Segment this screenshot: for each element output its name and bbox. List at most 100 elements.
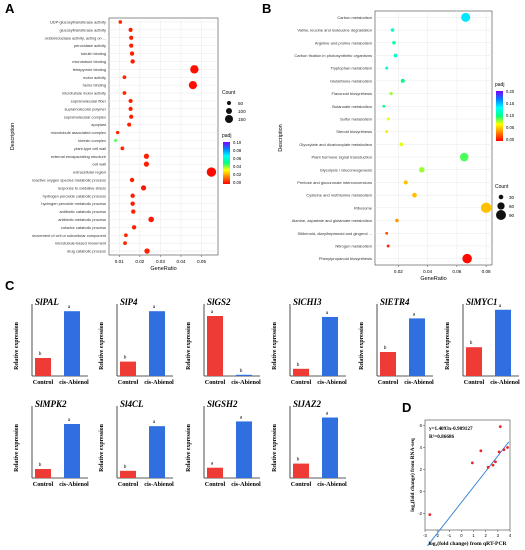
y-tick-label: 2	[420, 467, 423, 472]
data-point	[382, 104, 386, 108]
category-label: glucosyltransferase activity	[60, 27, 107, 32]
significance-letter: b	[297, 457, 300, 463]
category-label: heme binding	[83, 83, 106, 88]
category-label: microtubule binding	[72, 59, 106, 64]
category-label: reactive oxygen species metabolic proces…	[32, 177, 106, 182]
bar	[236, 374, 252, 376]
category-label: kinesin complex	[78, 138, 106, 143]
data-point	[122, 75, 127, 80]
significance-letter: b	[470, 340, 473, 346]
x-tick-label: cis-Abienol	[231, 481, 261, 488]
bar	[322, 417, 338, 478]
gene-name: SlCHI3	[293, 297, 322, 307]
y-axis-label: Relative expression	[14, 423, 20, 471]
x-tick-label: Control	[378, 379, 399, 386]
category-label: microtubule-based movement	[55, 241, 107, 246]
x-tick-label: Control	[33, 481, 54, 488]
category-label: Ribosome	[354, 205, 373, 210]
mini-bar-chart-SlMPK2: SlMPK2 Relative expression b a Control cis-Ab…	[14, 399, 89, 488]
bar	[149, 311, 165, 376]
bar	[322, 316, 338, 376]
data-point	[395, 218, 399, 223]
x-axis-label: GeneRatio	[420, 276, 446, 282]
significance-letter: a	[240, 414, 243, 420]
legend-padj-title: padj	[495, 82, 504, 88]
data-point	[403, 180, 408, 185]
x-tick-label: 0.08	[482, 269, 491, 274]
data-point	[392, 40, 396, 45]
data-point	[128, 106, 133, 111]
category-label: Glutathione metabolism	[330, 78, 373, 83]
data-point	[128, 98, 133, 104]
y-axis-label: Relative expression	[99, 321, 105, 369]
bar	[149, 426, 165, 478]
data-point	[385, 66, 389, 70]
mini-bar-chart-SlCHI3: SlCHI3 Relative expression b a Control cis-Ab…	[272, 297, 347, 386]
data-point	[491, 463, 495, 467]
legend-count-label: 90	[509, 213, 515, 218]
x-tick-label: cis-Abienol	[59, 379, 89, 386]
x-tick-label: 0	[460, 533, 463, 538]
mini-bar-chart-SlETR4: SlETR4 Relative expression b a Control cis-Ab…	[359, 297, 434, 386]
data-point	[127, 122, 132, 127]
data-point	[123, 241, 127, 246]
gene-name: SlMPK2	[35, 399, 67, 409]
data-point	[459, 152, 469, 162]
category-label: Glycolysis / Gluconeogenesis	[320, 167, 372, 172]
data-point	[188, 81, 198, 90]
significance-letter: b	[39, 351, 42, 357]
data-point	[412, 192, 417, 198]
data-point	[498, 425, 502, 428]
data-point	[114, 138, 118, 142]
legend-padj-title: padj	[222, 133, 231, 139]
data-point	[129, 177, 135, 183]
x-axis-label: GeneRatio	[150, 266, 176, 272]
data-point	[494, 460, 497, 464]
legend-padj-label: 0.10	[506, 113, 515, 118]
regression-equation: y=1.4093x-0.989127	[429, 426, 473, 432]
x-tick-label: 0.02	[135, 259, 144, 264]
y-axis-label: Relative expression	[186, 321, 192, 369]
category-label: movement of cell or subcellular componen…	[32, 233, 107, 238]
bar	[293, 368, 309, 376]
data-point	[148, 216, 154, 223]
significance-letter: a	[413, 311, 416, 317]
y-axis-label: Relative expression	[99, 423, 105, 471]
x-tick-label: Control	[205, 481, 226, 488]
category-label: Arginine and proline metabolism	[315, 40, 373, 45]
mini-bar-chart-SlP4: SlP4 Relative expression b a Control cis-Abie…	[99, 297, 174, 386]
data-point	[400, 78, 405, 83]
category-label: antibiotic metabolic process	[58, 217, 106, 222]
gene-name: SlGSH2	[207, 399, 238, 409]
x-tick-label: 3	[497, 533, 500, 538]
data-point	[462, 253, 472, 264]
category-label: plant-type cell wall	[74, 146, 106, 151]
category-label: supramolecular fiber	[71, 98, 107, 103]
data-point	[419, 166, 425, 173]
category-label: peroxidase activity	[74, 43, 106, 48]
bar	[380, 352, 396, 376]
category-label: hydrogen peroxide metabolic process	[41, 201, 106, 206]
y-tick-label: -2	[418, 511, 422, 516]
panel-d-correlation-plot: -3 -2 -1 0 1 2 3 4 -2 0 2 4 6 y=1.4093x-0.989127 R²=0.…	[409, 419, 512, 547]
data-point	[129, 35, 134, 40]
bar	[495, 309, 511, 376]
significance-letter: b	[124, 355, 127, 361]
mini-bar-chart-Sl4CL: Sl4CL Relative expression b a Control cis-Abi…	[99, 399, 174, 488]
gene-name: SlP4	[120, 297, 138, 307]
data-point	[385, 130, 389, 134]
legend-count-label: 100	[238, 109, 246, 114]
x-tick-label: Control	[291, 481, 312, 488]
data-point	[428, 513, 432, 516]
legend-count-label: 50	[238, 101, 244, 106]
legend-padj-label: 0.00	[506, 137, 515, 142]
data-point	[206, 167, 217, 177]
data-point	[386, 117, 390, 121]
data-point	[129, 51, 135, 56]
category-label: tubulin binding	[81, 51, 106, 56]
bar	[35, 358, 51, 376]
legend-padj-label: 0.06	[233, 156, 242, 161]
significance-letter: a	[68, 304, 71, 310]
data-point	[399, 142, 404, 147]
data-point	[130, 201, 135, 206]
